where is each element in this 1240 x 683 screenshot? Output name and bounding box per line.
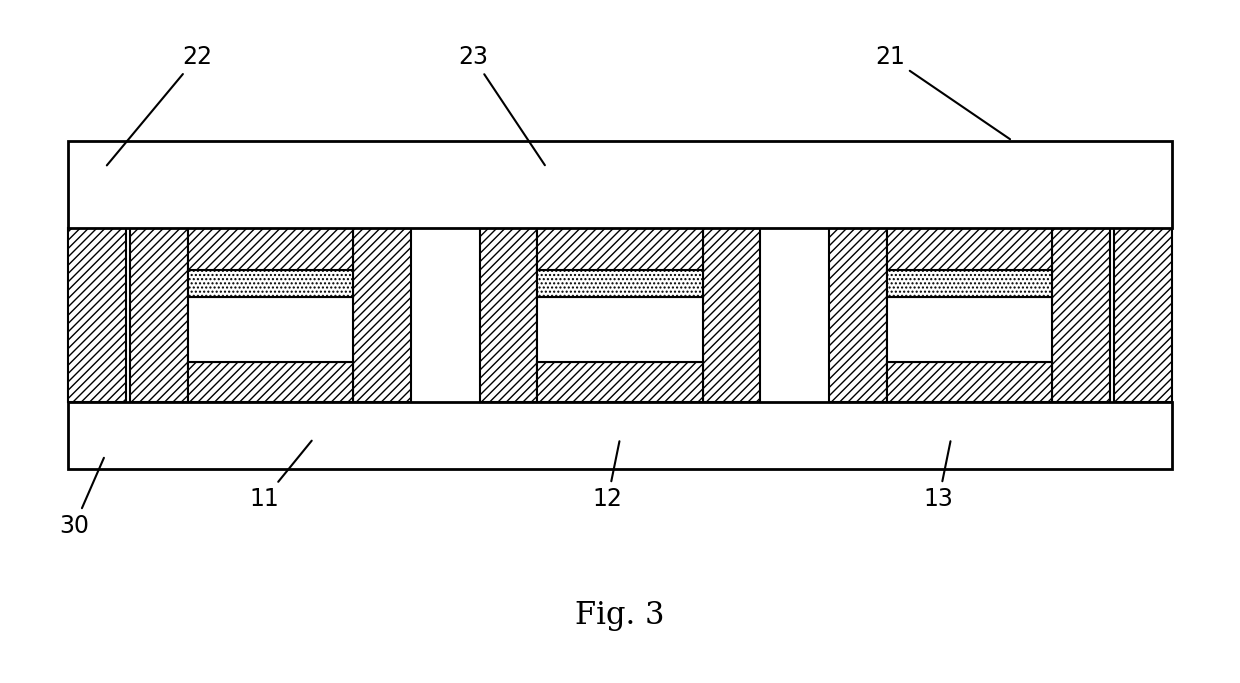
Text: 30: 30 <box>60 458 104 538</box>
Bar <box>830 227 887 402</box>
Bar <box>187 297 353 362</box>
Bar <box>887 297 1053 362</box>
Bar <box>68 227 126 402</box>
Bar <box>537 227 703 270</box>
Bar <box>68 141 1172 227</box>
Bar <box>537 270 703 297</box>
Text: 12: 12 <box>593 441 622 511</box>
Bar <box>887 362 1053 402</box>
Bar <box>187 270 353 297</box>
Text: 13: 13 <box>924 441 954 511</box>
Bar <box>187 227 353 270</box>
Bar <box>187 362 353 402</box>
Bar <box>887 227 1053 270</box>
Bar <box>68 402 1172 469</box>
Bar <box>1053 227 1110 402</box>
Bar <box>353 227 410 402</box>
Text: 11: 11 <box>249 441 311 511</box>
Text: 23: 23 <box>458 45 544 165</box>
Bar <box>703 227 760 402</box>
Bar <box>130 227 187 402</box>
Bar <box>1114 227 1172 402</box>
Text: 21: 21 <box>874 45 1011 139</box>
Bar <box>887 270 1053 297</box>
Bar <box>480 227 537 402</box>
Bar <box>537 362 703 402</box>
Text: 22: 22 <box>107 45 212 165</box>
Text: Fig. 3: Fig. 3 <box>575 600 665 631</box>
Bar <box>537 297 703 362</box>
